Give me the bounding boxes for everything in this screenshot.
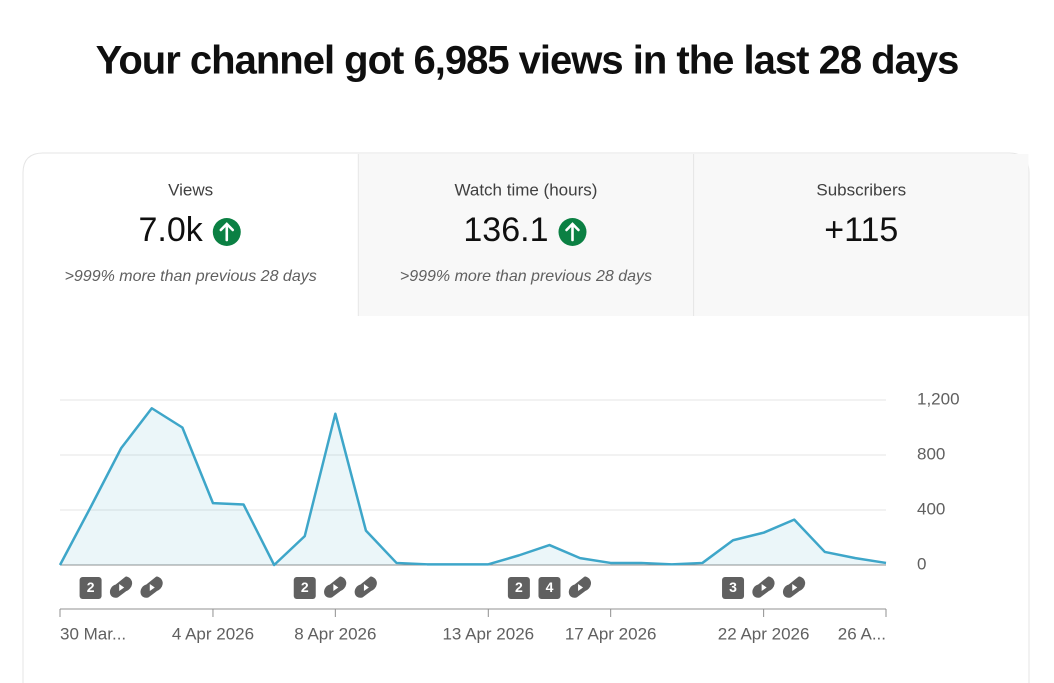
- upload-badge[interactable]: [538, 577, 561, 599]
- upload-badge[interactable]: [79, 577, 102, 599]
- upload-badge-count: 2: [301, 579, 309, 595]
- x-tick-label: 8 Apr 2026: [294, 624, 376, 643]
- shorts-play: [363, 584, 369, 591]
- tab-note: >999% more than previous 28 days: [65, 268, 317, 285]
- tab-label: Subscribers: [816, 180, 906, 199]
- x-tick-label: 4 Apr 2026: [172, 624, 254, 643]
- data-line: [58, 407, 887, 567]
- upload-badge-count: 4: [546, 579, 554, 595]
- tab-label: Watch time (hours): [454, 180, 597, 199]
- tab-value: 7.0k: [139, 211, 204, 249]
- y-tick-label: 400: [917, 499, 945, 518]
- metric-tab[interactable]: Subscribers +115: [693, 154, 1029, 316]
- tab-background: [694, 154, 1029, 316]
- tab-background: [358, 154, 695, 316]
- shorts-play: [578, 584, 584, 591]
- upload-badge-count: 3: [729, 579, 737, 595]
- x-tick-label: 22 Apr 2026: [718, 624, 810, 643]
- upload-badge-count: 2: [515, 579, 523, 595]
- x-tick-label: 30 Mar...: [60, 624, 126, 643]
- tab-value: 136.1: [463, 211, 548, 249]
- trend-arrow: [565, 222, 580, 242]
- y-tick-label: 0: [917, 554, 926, 573]
- tab-value: +115: [824, 211, 898, 249]
- shorts-play: [792, 584, 798, 591]
- x-tick-label: 26 A...: [838, 624, 886, 643]
- metric-tab[interactable]: Views 7.0k >999% more than previous 28 day…: [65, 180, 317, 285]
- tab-note: >999% more than previous 28 days: [400, 268, 652, 285]
- shorts-play: [119, 584, 125, 591]
- page-title: Your channel got 6,985 views in the last…: [96, 39, 959, 83]
- metric-tab[interactable]: Watch time (hours) 136.1 >999% more than p…: [357, 154, 695, 316]
- upload-badge[interactable]: [722, 577, 745, 599]
- tab-label: Views: [168, 180, 213, 199]
- shorts-play: [761, 584, 767, 591]
- x-tick-label: 17 Apr 2026: [565, 624, 657, 643]
- shorts-play: [149, 584, 155, 591]
- upload-badge[interactable]: [293, 577, 316, 599]
- shorts-play: [333, 584, 339, 591]
- x-tick-label: 13 Apr 2026: [442, 624, 534, 643]
- area-fill: [60, 408, 886, 565]
- y-tick-label: 800: [917, 444, 945, 463]
- y-tick-label: 1,200: [917, 389, 960, 408]
- upload-badge-count: 2: [87, 579, 95, 595]
- trend-arrow: [219, 222, 235, 242]
- upload-badge[interactable]: [507, 577, 530, 599]
